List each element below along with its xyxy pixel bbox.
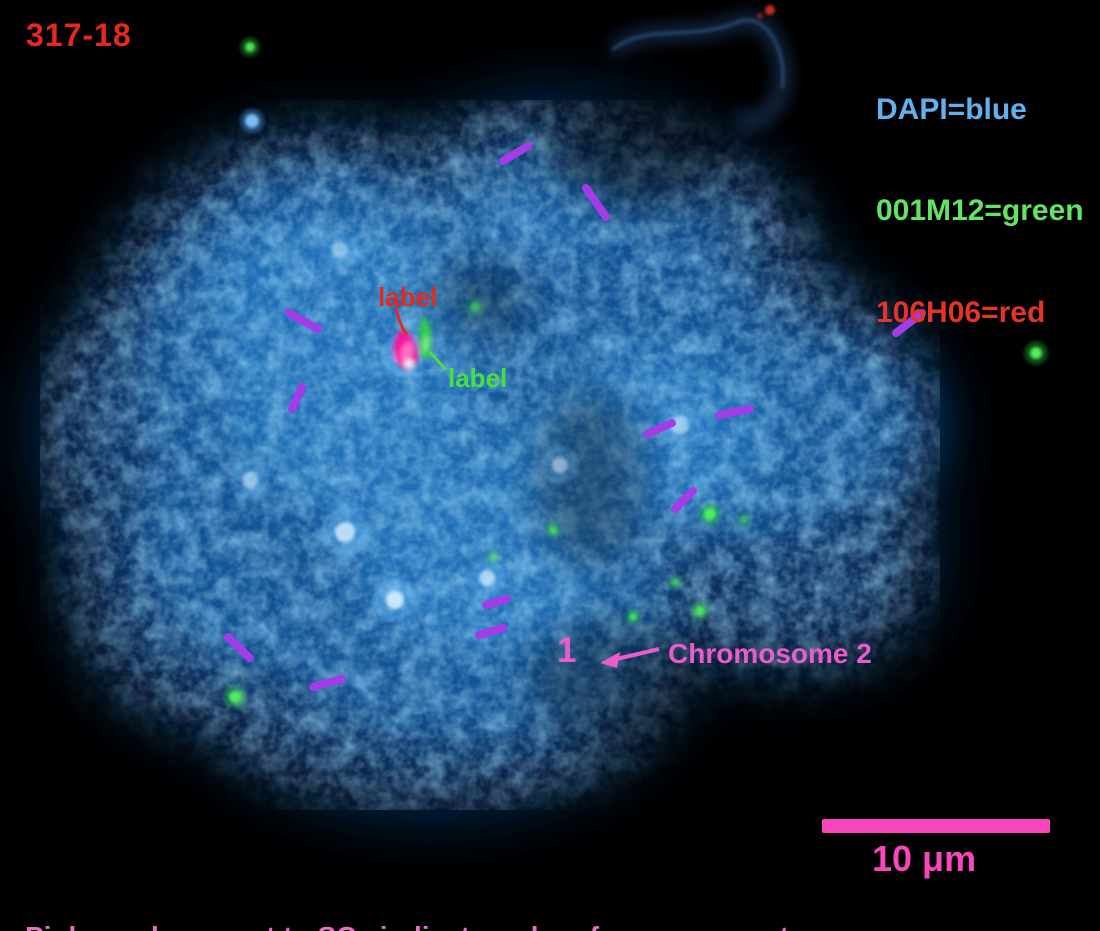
bright-chromocenter-spot [552, 457, 568, 473]
sc-measurement-number: 1 [557, 631, 577, 670]
measurement-mark [288, 383, 306, 413]
green-signal-dot [671, 578, 679, 586]
annotation-lines [394, 306, 660, 668]
bright-chromocenter-spot [479, 570, 495, 586]
chromosome-arrowhead [600, 652, 620, 668]
measurement-mark [892, 309, 926, 337]
legend-item-106H06: 106H06=red [876, 295, 1046, 329]
chromosome-2-label: Chromosome 2 [668, 638, 872, 669]
bright-chromocenter-spot [242, 472, 258, 488]
measurement-mark [582, 184, 610, 221]
red-label-leader-line [394, 306, 409, 336]
red-speck [757, 13, 763, 19]
bright-chromocenter-spot [332, 242, 348, 258]
red-speck [765, 5, 775, 15]
measurement-mark [309, 675, 346, 691]
green-signal-dot [489, 553, 497, 561]
green-signal-dot [549, 526, 557, 534]
measurement-mark [671, 487, 697, 513]
measurement-mark [475, 624, 507, 639]
scale-bar-label: 10 μm [872, 838, 977, 879]
red-signal-label: label [378, 282, 438, 312]
green-signal-dot [695, 606, 705, 616]
measurement-mark [499, 142, 532, 165]
legend-item-001M12: 001M12=green [876, 194, 1084, 228]
measurement-mark [224, 633, 254, 662]
green-signal-dot [740, 516, 748, 524]
probe-color-legend: DAPI=blue 001M12=green 106H06=red [876, 26, 1084, 397]
green-signal-dot [470, 302, 480, 312]
caption-line-1: Pink numbers next to SCs indicate order … [25, 920, 797, 931]
bright-core-spot [404, 359, 414, 369]
green-signal-dot [629, 613, 637, 621]
legend-item-dapi: DAPI=blue [876, 93, 1027, 127]
bright-chromocenter-spot [386, 591, 404, 609]
green-signal-dot [245, 42, 255, 52]
green-signal-dot [229, 691, 241, 703]
green-signal-dot [704, 508, 716, 520]
bright-chromocenter-spot [671, 416, 689, 434]
green-label-leader-line [428, 351, 448, 371]
probe-signals [391, 316, 432, 371]
scale-bar [822, 819, 1050, 833]
fish-dots-layer [223, 5, 1048, 709]
blue-debris-dot [245, 114, 259, 128]
slide-id: 317-18 [26, 17, 132, 53]
figure-caption: Pink numbers next to SCs indicate order … [25, 854, 797, 931]
green-signal-label: label [448, 363, 508, 393]
measurement-marks-layer [224, 142, 926, 691]
green-signal-dot [1030, 347, 1042, 359]
bright-chromocenter-spot [335, 522, 355, 542]
measurement-mark [643, 419, 676, 438]
measurement-mark [482, 595, 511, 609]
measurement-mark [715, 405, 754, 419]
measurement-mark [285, 309, 322, 333]
